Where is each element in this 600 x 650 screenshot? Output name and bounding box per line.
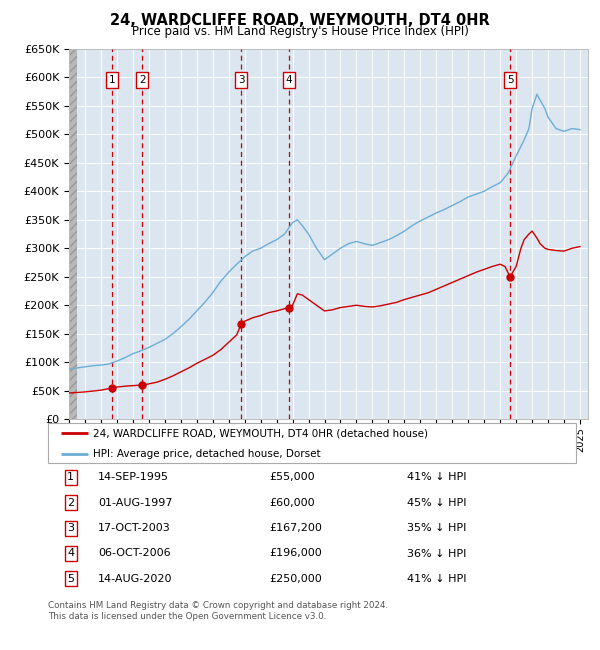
Text: 3: 3	[67, 523, 74, 533]
Text: 41% ↓ HPI: 41% ↓ HPI	[407, 574, 467, 584]
Text: £250,000: £250,000	[270, 574, 323, 584]
Text: £196,000: £196,000	[270, 549, 323, 558]
Text: 24, WARDCLIFFE ROAD, WEYMOUTH, DT4 0HR (detached house): 24, WARDCLIFFE ROAD, WEYMOUTH, DT4 0HR (…	[93, 428, 428, 438]
Text: Contains HM Land Registry data © Crown copyright and database right 2024.
This d: Contains HM Land Registry data © Crown c…	[48, 601, 388, 621]
Text: £55,000: £55,000	[270, 473, 316, 482]
Text: 2: 2	[67, 498, 74, 508]
Text: 1: 1	[67, 473, 74, 482]
Text: 01-AUG-1997: 01-AUG-1997	[98, 498, 173, 508]
Text: £167,200: £167,200	[270, 523, 323, 533]
Text: 36% ↓ HPI: 36% ↓ HPI	[407, 549, 466, 558]
Text: £60,000: £60,000	[270, 498, 316, 508]
FancyBboxPatch shape	[48, 422, 576, 463]
Text: Price paid vs. HM Land Registry's House Price Index (HPI): Price paid vs. HM Land Registry's House …	[131, 25, 469, 38]
Text: 14-SEP-1995: 14-SEP-1995	[98, 473, 169, 482]
Text: 41% ↓ HPI: 41% ↓ HPI	[407, 473, 467, 482]
Text: HPI: Average price, detached house, Dorset: HPI: Average price, detached house, Dors…	[93, 448, 320, 458]
Text: 4: 4	[67, 549, 74, 558]
Text: 14-AUG-2020: 14-AUG-2020	[98, 574, 173, 584]
Text: 06-OCT-2006: 06-OCT-2006	[98, 549, 171, 558]
Text: 4: 4	[286, 75, 292, 85]
Text: 17-OCT-2003: 17-OCT-2003	[98, 523, 171, 533]
Text: 45% ↓ HPI: 45% ↓ HPI	[407, 498, 467, 508]
Text: 5: 5	[507, 75, 514, 85]
Text: 35% ↓ HPI: 35% ↓ HPI	[407, 523, 466, 533]
Text: 24, WARDCLIFFE ROAD, WEYMOUTH, DT4 0HR: 24, WARDCLIFFE ROAD, WEYMOUTH, DT4 0HR	[110, 13, 490, 28]
Text: 3: 3	[238, 75, 245, 85]
Text: 2: 2	[139, 75, 145, 85]
Text: 1: 1	[109, 75, 116, 85]
Text: 5: 5	[67, 574, 74, 584]
